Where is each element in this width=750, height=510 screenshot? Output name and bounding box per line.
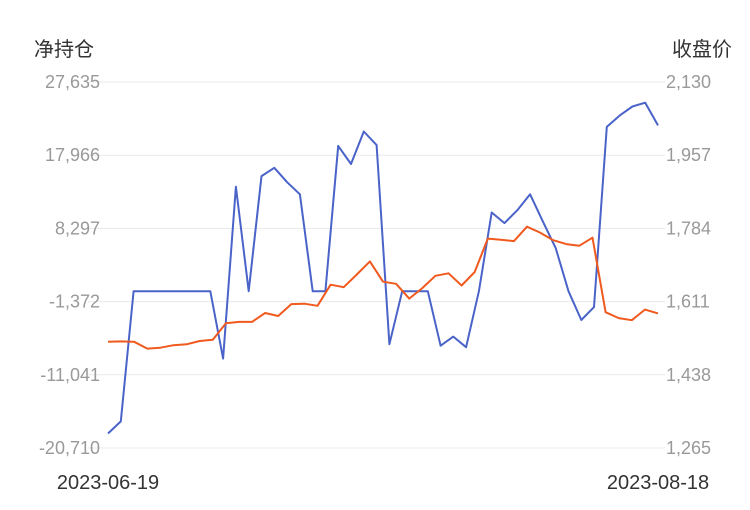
left-tick-label: 27,635	[45, 72, 100, 92]
x-tick-end: 2023-08-18	[607, 472, 709, 494]
left-tick-label: -11,041	[40, 365, 100, 385]
left-tick-label: -1,372	[49, 292, 100, 312]
right-tick-label: 1,611	[666, 292, 710, 312]
left-tick-label: -20,710	[39, 438, 100, 458]
right-tick-label: 2,130	[666, 72, 711, 92]
left-tick-label: 8,297	[55, 218, 100, 238]
series-line-net-position	[107, 101, 659, 435]
right-tick-label: 1,438	[666, 365, 711, 385]
left-tick-label: 17,966	[45, 145, 100, 165]
series-layer	[107, 101, 659, 435]
x-tick-start: 2023-06-19	[57, 472, 159, 494]
series-line-close-price	[107, 225, 659, 350]
grid-lines	[88, 81, 665, 449]
right-tick-label: 1,784	[666, 218, 711, 238]
left-axis-ticks: 27,635 17,966 8,297 -1,372 -11,041 -20,710	[39, 72, 100, 458]
right-tick-label: 1,957	[666, 145, 711, 165]
right-tick-label: 1,265	[666, 438, 711, 458]
right-axis-ticks: 2,130 1,957 1,784 1,611 1,438 1,265	[666, 72, 711, 458]
left-axis-title: 净持仓	[34, 38, 94, 61]
right-axis-title: 收盘价	[672, 38, 732, 61]
